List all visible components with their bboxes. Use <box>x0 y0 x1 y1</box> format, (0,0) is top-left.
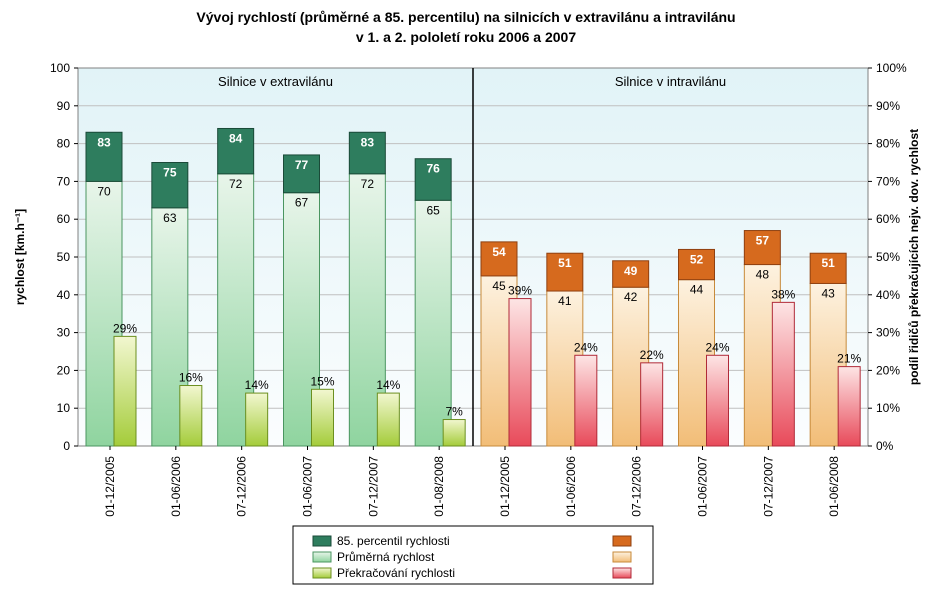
xtick-label: 01-12/2005 <box>498 456 512 517</box>
label-avg: 70 <box>97 184 111 198</box>
legend-label: Průměrná rychlost <box>337 550 435 564</box>
section-right-label: Silnice v intravilánu <box>615 74 726 89</box>
label-percentile: 51 <box>558 256 572 270</box>
bar-exceed <box>641 363 663 446</box>
label-avg: 67 <box>295 196 309 210</box>
label-avg: 45 <box>492 279 506 293</box>
ytick-left-label: 70 <box>57 174 71 188</box>
label-percentile: 84 <box>229 131 243 145</box>
ytick-left-label: 20 <box>57 363 71 377</box>
xtick-label: 01-06/2006 <box>564 456 578 517</box>
ytick-right-label: 70% <box>876 174 900 188</box>
y-right-axis-label: podíl řidičů překračujících nejv. dov. r… <box>907 129 921 385</box>
label-avg: 63 <box>163 211 177 225</box>
label-exceed: 24% <box>705 340 729 354</box>
ytick-right-label: 30% <box>876 326 900 340</box>
label-avg: 72 <box>361 177 375 191</box>
label-exceed: 22% <box>640 348 664 362</box>
ytick-left-label: 0 <box>63 439 70 453</box>
label-percentile: 83 <box>97 135 111 149</box>
chart-root: Vývoj rychlostí (průměrné a 85. percenti… <box>0 0 932 593</box>
xtick-label: 07-12/2007 <box>761 456 775 517</box>
xtick-label: 01-06/2007 <box>301 456 315 517</box>
xtick-label: 07-12/2006 <box>630 456 644 517</box>
label-exceed: 21% <box>837 352 861 366</box>
xtick-label: 07-12/2006 <box>235 456 249 517</box>
bar-exceed <box>114 336 136 446</box>
label-exceed: 16% <box>179 371 203 385</box>
label-exceed: 38% <box>771 287 795 301</box>
label-percentile: 52 <box>690 252 704 266</box>
label-percentile: 54 <box>492 245 506 259</box>
bar-exceed <box>707 355 729 446</box>
label-percentile: 75 <box>163 166 177 180</box>
xtick-label: 01-06/2008 <box>827 456 841 517</box>
bar-exceed <box>838 367 860 446</box>
label-percentile: 51 <box>821 256 835 270</box>
ytick-right-label: 50% <box>876 250 900 264</box>
label-exceed: 15% <box>310 374 334 388</box>
label-exceed: 14% <box>245 378 269 392</box>
bar-exceed <box>772 302 794 446</box>
label-avg: 41 <box>558 294 572 308</box>
section-left-label: Silnice v extravilánu <box>218 74 333 89</box>
chart-title-2: v 1. a 2. pololetí roku 2006 a 2007 <box>356 29 576 45</box>
xtick-label: 01-08/2008 <box>432 456 446 517</box>
bar-exceed <box>575 355 597 446</box>
ytick-left-label: 50 <box>57 250 71 264</box>
label-avg: 43 <box>821 286 835 300</box>
label-exceed: 24% <box>574 340 598 354</box>
ytick-left-label: 60 <box>57 212 71 226</box>
ytick-left-label: 80 <box>57 137 71 151</box>
label-exceed: 14% <box>376 378 400 392</box>
legend-swatch-left <box>313 552 331 562</box>
label-avg: 65 <box>426 203 440 217</box>
ytick-right-label: 0% <box>876 439 894 453</box>
bar-exceed <box>246 393 268 446</box>
label-avg: 42 <box>624 290 638 304</box>
xtick-label: 01-06/2007 <box>696 456 710 517</box>
bar-exceed <box>180 386 202 446</box>
ytick-right-label: 40% <box>876 288 900 302</box>
chart-svg: Vývoj rychlostí (průměrné a 85. percenti… <box>0 0 932 593</box>
bar-exceed <box>377 393 399 446</box>
ytick-left-label: 10 <box>57 401 71 415</box>
label-exceed: 7% <box>445 405 463 419</box>
ytick-left-label: 40 <box>57 288 71 302</box>
legend-swatch-right <box>613 552 631 562</box>
legend-label: Překračování rychlosti <box>337 566 455 580</box>
ytick-right-label: 60% <box>876 212 900 226</box>
legend-swatch-left <box>313 568 331 578</box>
label-percentile: 57 <box>756 234 770 248</box>
bar-exceed <box>509 299 531 446</box>
legend-swatch-right <box>613 568 631 578</box>
y-left-axis-label: rychlost [km.h⁻¹] <box>13 209 27 305</box>
label-exceed: 39% <box>508 284 532 298</box>
ytick-left-label: 100 <box>50 61 70 75</box>
ytick-right-label: 20% <box>876 363 900 377</box>
legend-label: 85. percentil rychlosti <box>337 534 450 548</box>
legend-swatch-left <box>313 536 331 546</box>
bar-exceed <box>443 420 465 446</box>
label-avg: 44 <box>690 283 704 297</box>
xtick-label: 01-12/2005 <box>103 456 117 517</box>
ytick-right-label: 100% <box>876 61 907 75</box>
xtick-label: 07-12/2007 <box>366 456 380 517</box>
label-percentile: 76 <box>426 162 440 176</box>
label-percentile: 83 <box>361 135 375 149</box>
ytick-left-label: 90 <box>57 99 71 113</box>
label-avg: 72 <box>229 177 243 191</box>
ytick-right-label: 90% <box>876 99 900 113</box>
ytick-right-label: 80% <box>876 137 900 151</box>
ytick-right-label: 10% <box>876 401 900 415</box>
label-exceed: 29% <box>113 321 137 335</box>
label-avg: 48 <box>756 268 770 282</box>
chart-title-1: Vývoj rychlostí (průměrné a 85. percenti… <box>196 9 735 25</box>
bar-exceed <box>312 389 334 446</box>
label-percentile: 77 <box>295 158 309 172</box>
ytick-left-label: 30 <box>57 326 71 340</box>
legend-swatch-right <box>613 536 631 546</box>
xtick-label: 01-06/2006 <box>169 456 183 517</box>
label-percentile: 49 <box>624 264 638 278</box>
